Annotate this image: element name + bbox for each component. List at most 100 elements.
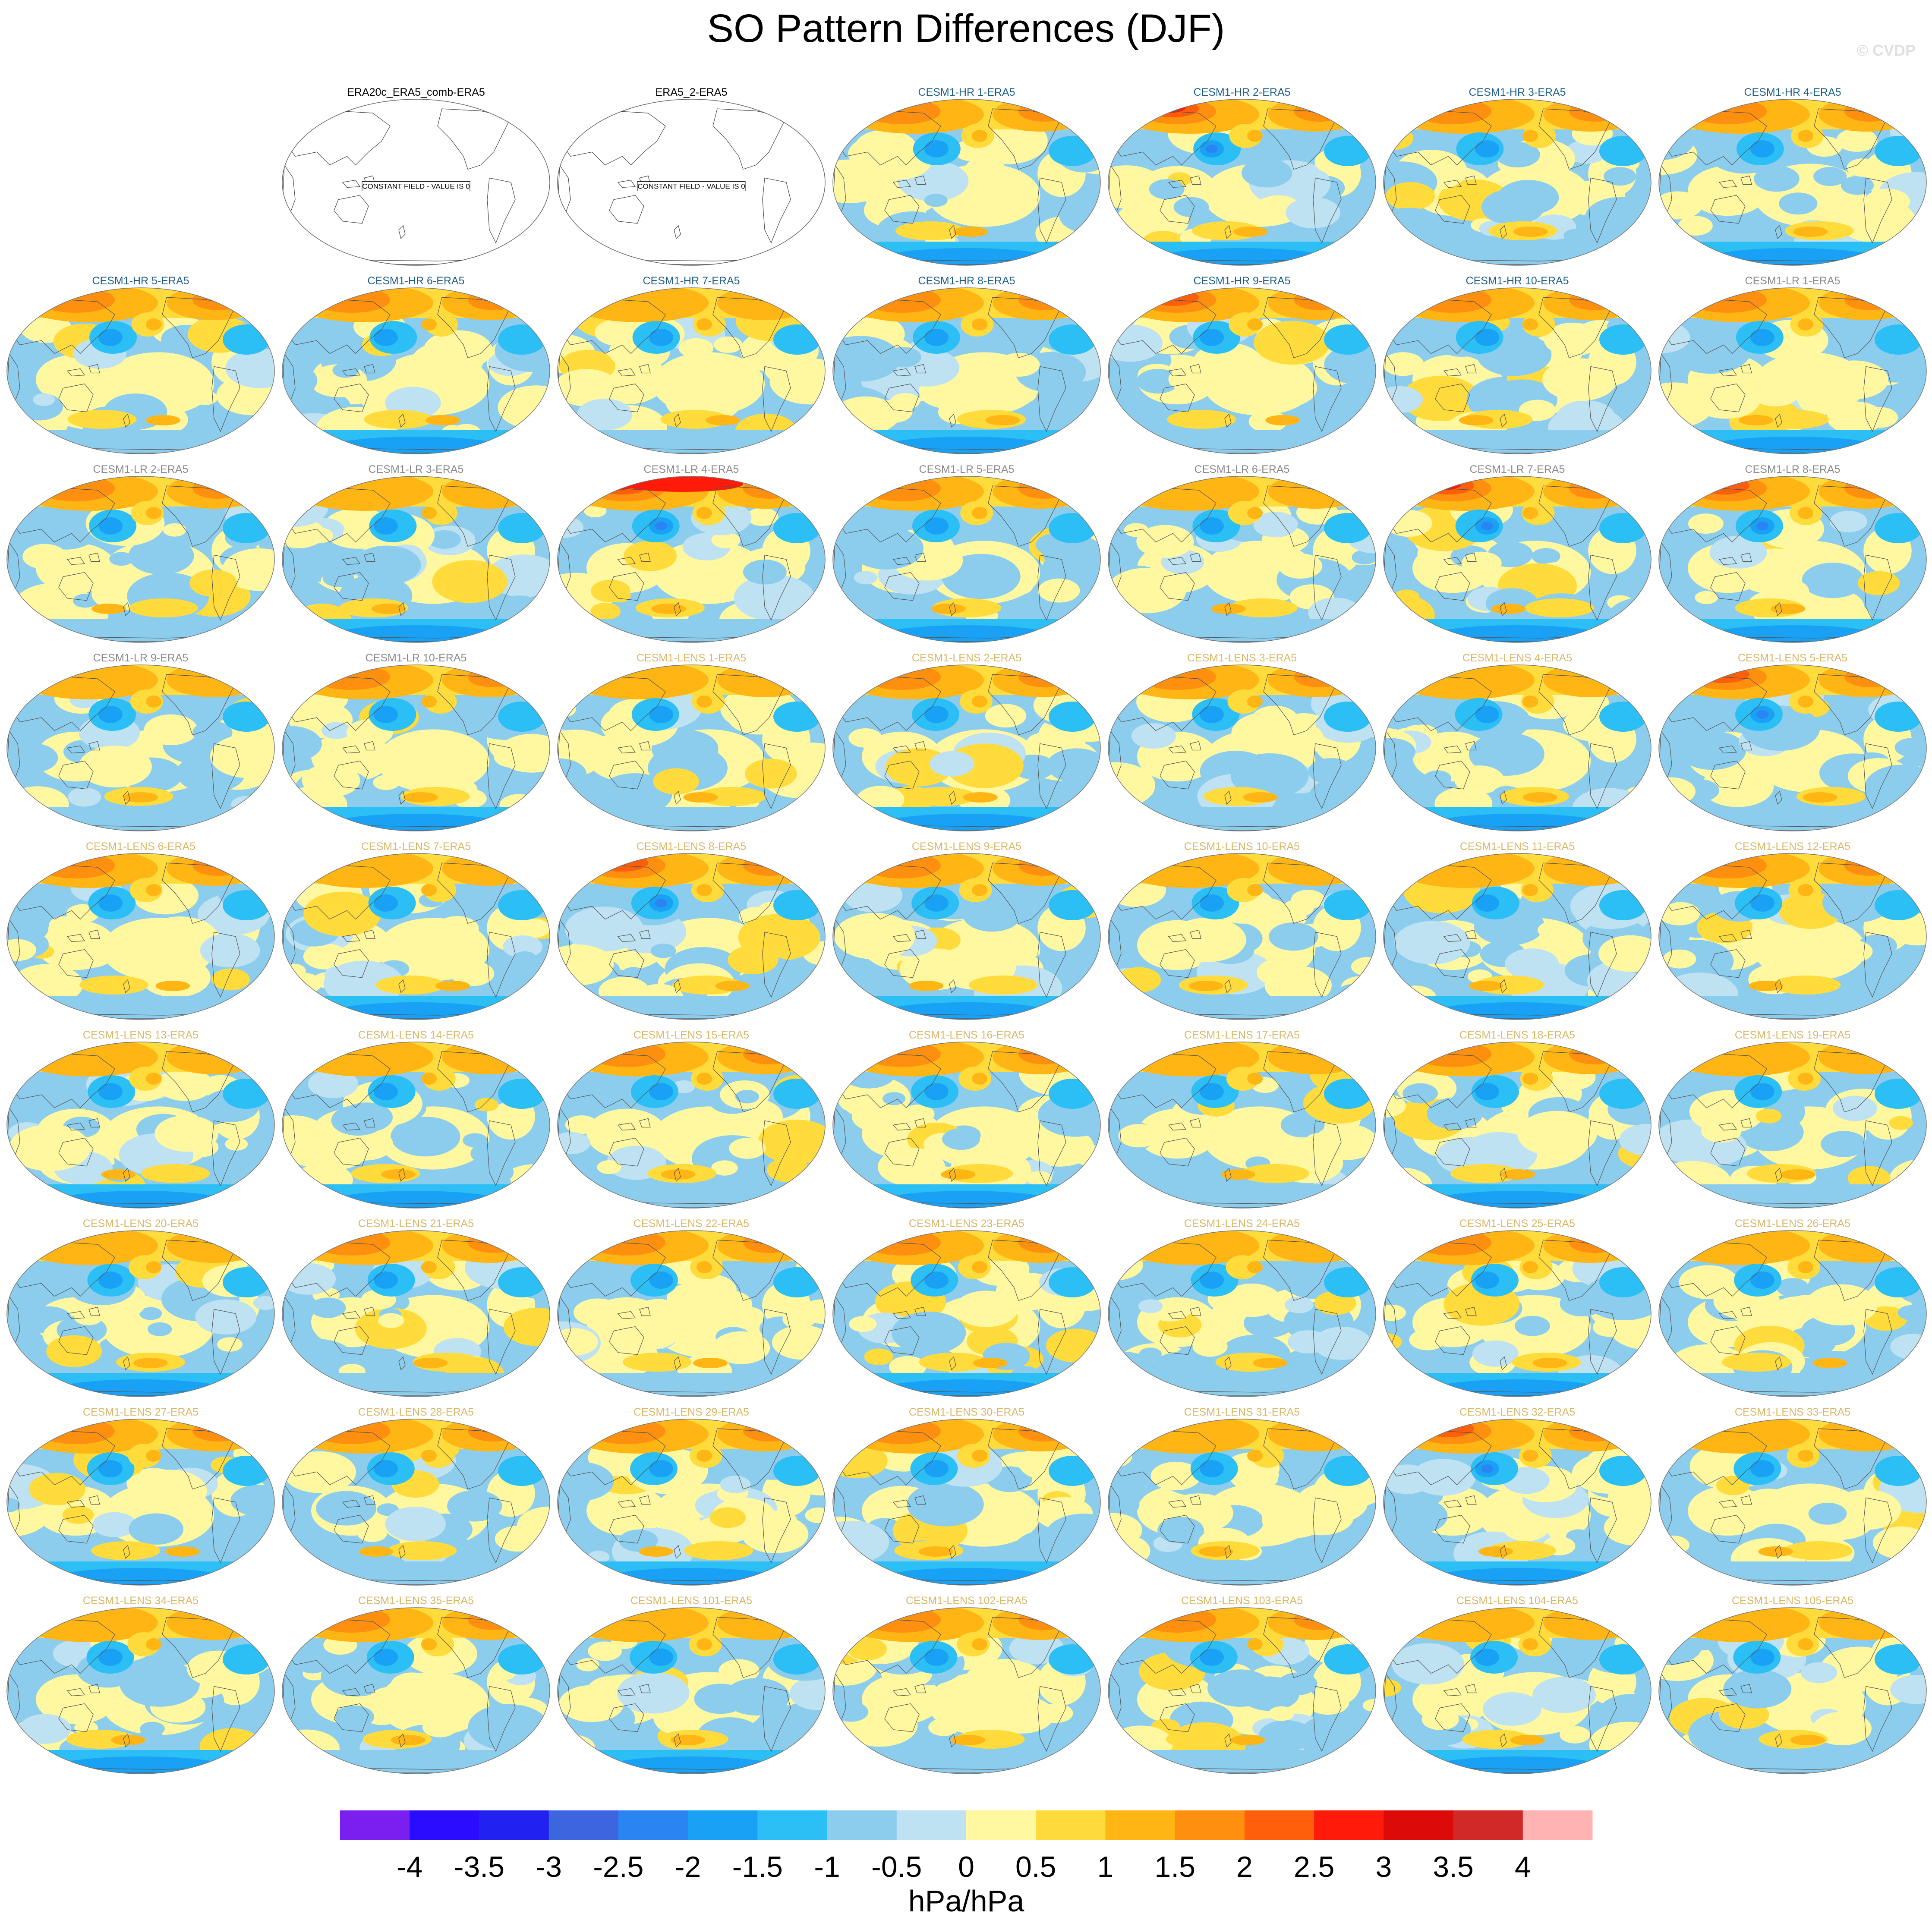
- panel-title: CESM1-LENS 30-ERA5: [909, 1406, 1024, 1418]
- map-outline: [1108, 476, 1376, 643]
- colorbar-swatch: [1036, 1810, 1106, 1840]
- map-panel: CESM1-HR 2-ERA5: [1108, 86, 1376, 266]
- colorbar-swatch: [827, 1810, 897, 1840]
- panel-title: CESM1-LENS 22-ERA5: [633, 1218, 749, 1230]
- map-outline: [1383, 1607, 1651, 1774]
- map-outline: [282, 664, 550, 831]
- map-panel: CESM1-LENS 35-ERA5: [282, 1595, 550, 1774]
- map-outline: [1658, 1419, 1927, 1586]
- panel-title: CESM1-LR 1-ERA5: [1745, 275, 1841, 287]
- panel-title: CESM1-LENS 28-ERA5: [358, 1406, 474, 1418]
- map-outline: [1108, 287, 1376, 454]
- map-panel: CESM1-LENS 17-ERA5: [1108, 1029, 1376, 1209]
- colorbar-tick-label: 3.5: [1433, 1851, 1474, 1883]
- panel-title: CESM1-LENS 104-ERA5: [1456, 1595, 1578, 1607]
- colorbar-swatch: [1453, 1810, 1523, 1840]
- map-panel: CESM1-LR 10-ERA5: [282, 652, 550, 831]
- panel-title: CESM1-LENS 13-ERA5: [83, 1029, 199, 1041]
- panel-title: CESM1-LENS 26-ERA5: [1735, 1218, 1850, 1230]
- colorbar-swatch: [1384, 1810, 1454, 1840]
- map-outline: [832, 1230, 1101, 1397]
- map-panel: CESM1-LENS 24-ERA5: [1108, 1218, 1376, 1397]
- page-title: SO Pattern Differences (DJF): [707, 6, 1225, 50]
- panel-title: CESM1-HR 10-ERA5: [1466, 275, 1569, 287]
- panel-title: CESM1-LR 9-ERA5: [93, 652, 189, 664]
- panel-title: CESM1-LENS 2-ERA5: [912, 652, 1021, 664]
- colorbar-tick-label: 1: [1097, 1851, 1114, 1883]
- map-outline: [1658, 664, 1927, 831]
- map-panel: CESM1-LENS 6-ERA5: [6, 840, 275, 1020]
- panel-title: CESM1-LR 5-ERA5: [919, 463, 1015, 475]
- map-outline: [557, 476, 826, 643]
- map-panel: CESM1-LENS 4-ERA5: [1383, 652, 1651, 831]
- colorbar-tick-label: -1.5: [732, 1851, 783, 1883]
- colorbar-swatch: [618, 1810, 688, 1840]
- watermark: © CVDP: [1856, 41, 1916, 59]
- map-outline: [1108, 1607, 1376, 1774]
- colorbar-tick-label: -0.5: [871, 1851, 922, 1883]
- colorbar-tick-label: 2: [1236, 1851, 1253, 1883]
- panel-title: CESM1-LENS 10-ERA5: [1184, 840, 1300, 853]
- panel-title: CESM1-LENS 103-ERA5: [1181, 1595, 1303, 1607]
- colorbar-tick-label: -3: [536, 1851, 561, 1883]
- map-outline: [1108, 853, 1376, 1020]
- map-outline: [557, 1419, 826, 1586]
- map-outline: [1658, 1230, 1927, 1397]
- map-outline: [6, 1607, 275, 1774]
- map-panel: CESM1-HR 8-ERA5: [832, 275, 1101, 454]
- map-panel: CESM1-LR 4-ERA5: [557, 463, 826, 643]
- colorbar-units: hPa/hPa: [908, 1884, 1024, 1918]
- panel-title: CESM1-LR 2-ERA5: [93, 463, 189, 475]
- panel-title: CESM1-LENS 35-ERA5: [358, 1595, 474, 1607]
- constant-field-box: [637, 181, 746, 191]
- map-panel: CESM1-LENS 31-ERA5: [1108, 1406, 1376, 1586]
- map-outline: [1108, 1230, 1376, 1397]
- panel-title: CESM1-LENS 4-ERA5: [1462, 652, 1572, 664]
- colorbar-swatch: [479, 1810, 549, 1840]
- map-panel: CESM1-LENS 29-ERA5: [557, 1406, 826, 1586]
- panel-title: CESM1-LENS 18-ERA5: [1459, 1029, 1575, 1041]
- map-outline: [557, 287, 826, 454]
- map-panel: CESM1-LENS 14-ERA5: [282, 1029, 550, 1209]
- map-panel: CESM1-LENS 26-ERA5: [1658, 1218, 1927, 1397]
- map-panel: CESM1-LENS 22-ERA5: [557, 1218, 826, 1397]
- colorbar-swatch: [896, 1810, 967, 1840]
- map-panel: CESM1-LENS 7-ERA5: [282, 840, 550, 1020]
- map-outline: [282, 1607, 550, 1774]
- panel-title: CESM1-LR 7-ERA5: [1470, 463, 1565, 475]
- map-panel: CESM1-LENS 8-ERA5: [557, 840, 826, 1020]
- panel-title: CESM1-LENS 20-ERA5: [83, 1218, 199, 1230]
- panel-title: CESM1-LENS 105-ERA5: [1732, 1595, 1853, 1607]
- colorbar: -4 -3.5 -3 -2.5 -2 -1.5 -1 -0.5 0 0.5 1 1.5 2 2.5 3 3.5…: [340, 1810, 1593, 1918]
- map-outline: [1383, 1230, 1651, 1397]
- panel-title: CESM1-HR 4-ERA5: [1744, 86, 1841, 98]
- map-panel: ERA5_2-ERA5 CONSTANT FIELD - VALUE IS 0: [557, 86, 826, 266]
- map-panel: CESM1-LENS 103-ERA5: [1108, 1595, 1376, 1774]
- map-outline: [557, 664, 826, 831]
- colorbar-swatch: [340, 1810, 410, 1840]
- map-panel: CESM1-LENS 9-ERA5: [832, 840, 1101, 1020]
- colorbar-tick-label: 1.5: [1154, 1851, 1195, 1883]
- map-panel: CESM1-LENS 28-ERA5: [282, 1406, 550, 1586]
- map-panel: CESM1-HR 1-ERA5: [832, 86, 1101, 266]
- panel-title: CESM1-LENS 17-ERA5: [1184, 1029, 1300, 1041]
- map-outline: [282, 476, 550, 643]
- map-outline: [832, 853, 1101, 1020]
- panel-title: CESM1-LENS 19-ERA5: [1735, 1029, 1850, 1041]
- map-outline: [832, 287, 1101, 454]
- colorbar-tick-label: 3: [1375, 1851, 1392, 1883]
- map-outline: [557, 1042, 826, 1209]
- map-outline: [282, 1419, 550, 1586]
- map-outline: [6, 664, 275, 831]
- map-outline: [557, 1607, 826, 1774]
- panel-title: CESM1-LENS 25-ERA5: [1459, 1218, 1575, 1230]
- panel-title: CESM1-LENS 14-ERA5: [358, 1029, 474, 1041]
- map-outline: [6, 1230, 275, 1397]
- colorbar-swatch: [1175, 1810, 1245, 1840]
- map-panel: CESM1-LR 7-ERA5: [1383, 463, 1651, 643]
- map-panel: CESM1-LENS 25-ERA5: [1383, 1218, 1651, 1397]
- map-panel: CESM1-LENS 18-ERA5: [1383, 1029, 1651, 1209]
- panel-title: CESM1-LR 10-ERA5: [366, 652, 467, 664]
- map-outline: [1383, 99, 1651, 266]
